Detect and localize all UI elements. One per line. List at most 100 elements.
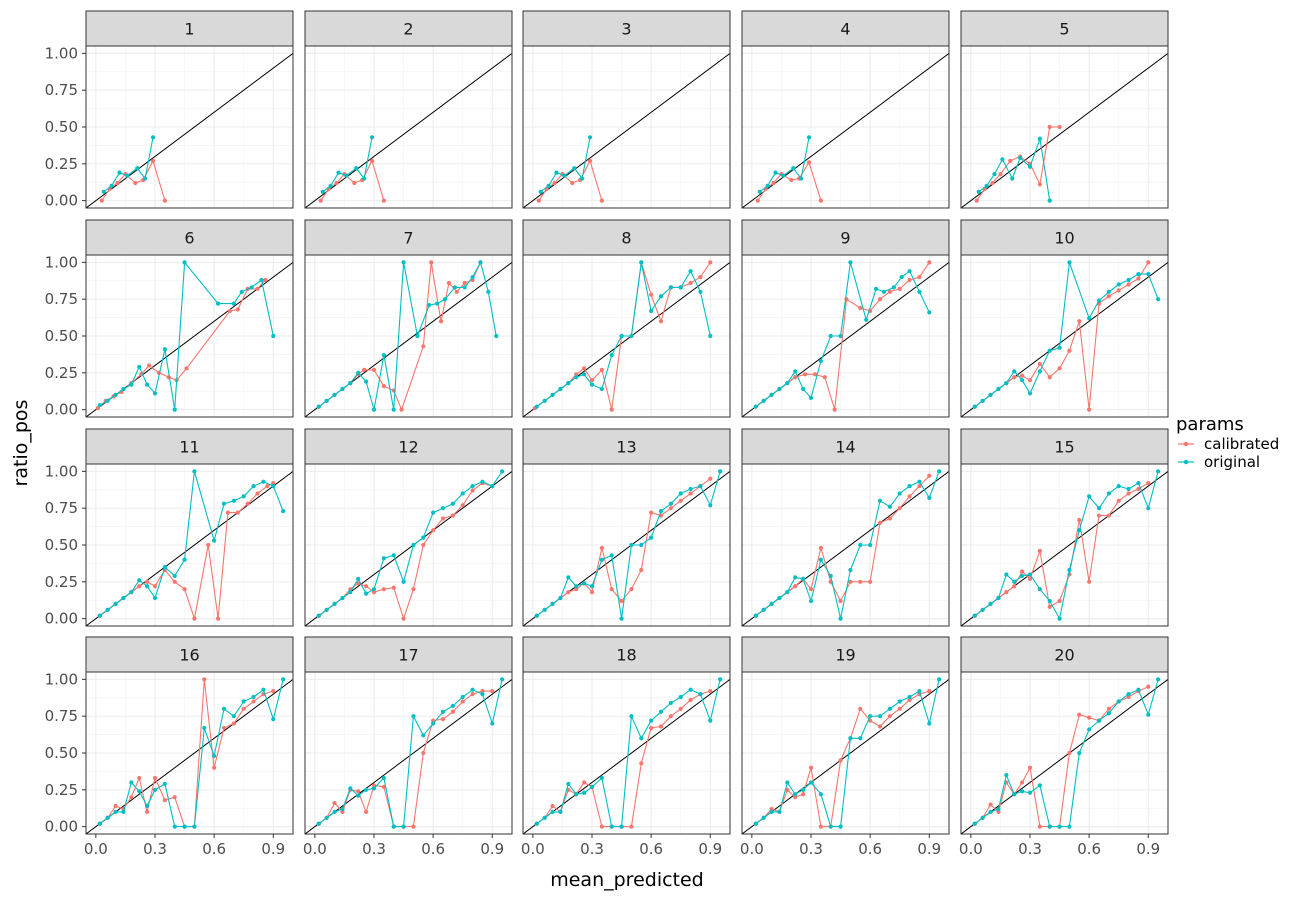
plot-data-layer — [523, 52, 730, 208]
facet-panel-5: 5 — [960, 10, 1169, 209]
data-point-original — [1106, 289, 1111, 294]
data-point-original — [1037, 783, 1042, 788]
data-point-original — [182, 557, 187, 562]
data-point-original — [1012, 579, 1017, 584]
data-point-calibrated — [1126, 491, 1131, 496]
data-point-calibrated — [1027, 765, 1033, 770]
data-point-original — [1012, 792, 1017, 797]
data-point-calibrated — [587, 158, 593, 163]
data-point-original — [566, 575, 571, 580]
data-point-calibrated — [1027, 378, 1033, 383]
y-tick-label: 0.75 — [45, 499, 78, 517]
data-point-original — [1096, 506, 1102, 511]
data-point-calibrated — [263, 277, 268, 283]
x-tick-label: 0.6 — [858, 840, 882, 858]
plot-data-layer — [86, 260, 293, 417]
data-point-calibrated — [1106, 513, 1111, 518]
data-point-original — [864, 317, 869, 322]
facet-panel-11: 11 0.00 0.25 0.50 0.75 1.00 — [45, 428, 294, 628]
data-point-original — [785, 590, 790, 595]
data-point-original — [988, 392, 993, 398]
facet-panel-8: 8 — [522, 219, 731, 418]
data-point-calibrated — [688, 280, 693, 286]
facet-strip — [960, 636, 1169, 673]
data-point-original — [972, 821, 977, 826]
data-point-original — [1156, 677, 1161, 682]
data-point-original — [145, 803, 150, 809]
data-point-calibrated — [688, 491, 693, 496]
panel-border — [960, 254, 1169, 418]
data-point-original — [348, 590, 353, 595]
data-point-original — [534, 404, 539, 409]
data-point-calibrated — [271, 689, 276, 694]
facet-strip — [85, 219, 294, 256]
data-point-original — [777, 386, 782, 392]
data-point-original — [937, 677, 942, 682]
data-point-original — [1027, 391, 1033, 396]
data-point-calibrated — [129, 795, 134, 800]
data-point-calibrated — [391, 585, 396, 590]
data-point-original — [182, 260, 187, 265]
data-point-original — [1126, 691, 1131, 697]
data-point-original — [599, 775, 604, 781]
data-point-calibrated — [184, 366, 189, 371]
data-point-original — [1116, 699, 1121, 704]
facet-strip-label: 1 — [184, 20, 194, 39]
data-point-original — [1037, 369, 1042, 374]
data-point-calibrated — [255, 286, 260, 291]
panel-border — [304, 254, 513, 418]
data-point-original — [698, 289, 703, 294]
facet-strip-label: 11 — [179, 438, 199, 457]
grid-lines — [86, 255, 293, 417]
data-point-calibrated — [241, 706, 246, 711]
data-point-original — [927, 310, 932, 315]
data-point-original — [401, 260, 406, 265]
data-point-calibrated — [1020, 373, 1025, 378]
data-point-original — [881, 289, 887, 294]
plot-data-layer — [523, 469, 730, 626]
data-point-original — [494, 333, 499, 339]
data-point-original — [678, 694, 683, 700]
data-point-calibrated — [887, 289, 892, 294]
data-point-calibrated — [793, 584, 798, 589]
data-point-original — [152, 787, 158, 792]
reference-line — [305, 52, 512, 208]
data-point-calibrated — [789, 177, 794, 183]
y-tick-label: 0.25 — [45, 573, 78, 591]
data-point-calibrated — [917, 483, 922, 489]
data-point-calibrated — [649, 292, 654, 297]
data-point-original — [658, 294, 664, 299]
data-point-calibrated — [785, 787, 790, 792]
data-point-original — [336, 170, 341, 175]
facet-panel-6: 6 0.00 0.25 0.50 0.75 1.00 — [45, 219, 294, 419]
facet-panel-3: 3 — [522, 10, 731, 209]
data-point-original — [271, 333, 276, 339]
data-point-calibrated — [231, 721, 236, 726]
facet-strip — [85, 10, 294, 47]
data-point-original — [542, 607, 547, 612]
data-point-calibrated — [150, 158, 156, 163]
data-point-calibrated — [1012, 375, 1017, 380]
data-point-calibrated — [421, 750, 426, 756]
data-point-original — [364, 591, 369, 596]
data-point-original — [1156, 297, 1161, 302]
data-point-original — [753, 404, 758, 409]
data-point-calibrated — [566, 590, 571, 595]
data-point-original — [356, 576, 361, 581]
data-point-original — [996, 386, 1001, 392]
data-point-calibrated — [113, 803, 118, 809]
data-point-original — [135, 166, 140, 171]
data-point-original — [818, 792, 823, 797]
data-point-original — [1077, 528, 1082, 533]
data-point-original — [806, 135, 812, 140]
data-point-calibrated — [1106, 294, 1111, 299]
grid-lines — [742, 672, 949, 834]
data-point-original — [129, 382, 134, 387]
data-point-original — [381, 775, 386, 781]
panel-border — [741, 45, 950, 209]
y-tick-label: 1.00 — [45, 462, 78, 480]
panel-border — [741, 254, 950, 418]
data-point-original — [899, 274, 904, 280]
x-tick-label: 0.9 — [261, 840, 285, 858]
